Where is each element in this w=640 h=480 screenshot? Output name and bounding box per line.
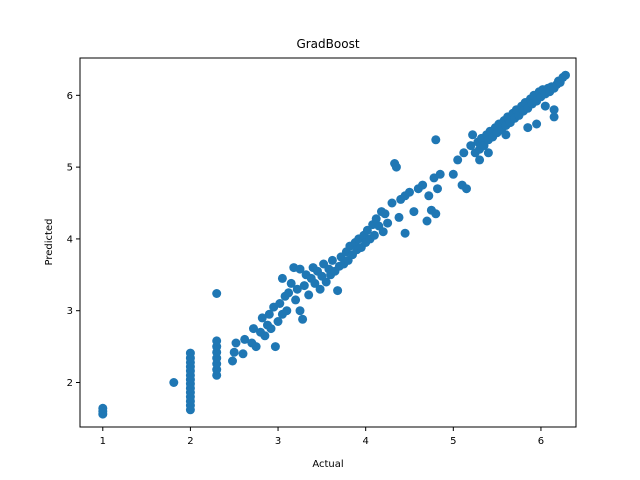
x-axis-label: Actual <box>312 459 343 470</box>
data-point <box>98 403 108 413</box>
data-point <box>292 284 302 294</box>
data-point <box>284 288 294 298</box>
data-point <box>383 218 393 228</box>
data-point <box>333 286 343 296</box>
data-point <box>435 169 445 179</box>
data-point <box>468 130 478 140</box>
plot-frame <box>79 57 577 428</box>
data-point <box>409 207 419 217</box>
data-point <box>405 187 414 197</box>
data-point <box>466 141 476 151</box>
data-point <box>483 148 493 158</box>
data-point <box>212 336 222 346</box>
x-tick-label: 5 <box>450 436 456 447</box>
data-point <box>229 347 239 357</box>
data-point <box>561 70 570 80</box>
data-point <box>249 324 258 334</box>
data-point <box>549 105 559 115</box>
data-point <box>501 130 511 140</box>
chart-title: GradBoost <box>296 37 359 51</box>
data-points <box>98 70 570 419</box>
data-point <box>295 306 305 316</box>
y-axis-label: Predicted <box>44 219 55 266</box>
data-point <box>380 209 390 219</box>
data-point <box>264 309 274 319</box>
data-point <box>275 299 285 308</box>
y-tick-label: 4 <box>67 234 73 245</box>
data-point <box>378 227 388 237</box>
data-point <box>321 277 331 287</box>
data-point <box>266 324 276 334</box>
data-point <box>387 198 397 208</box>
data-point <box>286 278 296 288</box>
data-point <box>371 214 381 224</box>
data-point <box>532 119 542 129</box>
data-point <box>231 338 241 348</box>
y-tick-label: 5 <box>67 163 73 174</box>
data-point <box>238 349 248 359</box>
data-point <box>424 191 434 201</box>
data-point <box>431 209 441 219</box>
data-point <box>315 284 325 294</box>
data-point <box>260 331 270 341</box>
x-tick-label: 3 <box>275 436 281 447</box>
data-point <box>169 378 179 387</box>
x-axis: 1 2 3 4 5 6 <box>100 427 544 447</box>
data-point <box>540 101 550 111</box>
data-point <box>298 314 308 324</box>
data-point <box>212 289 222 298</box>
data-point <box>422 216 432 226</box>
data-point <box>240 334 250 344</box>
data-point <box>282 306 292 316</box>
data-point <box>273 317 283 326</box>
data-point <box>295 264 305 274</box>
data-point <box>453 155 463 165</box>
data-point <box>310 278 320 288</box>
data-point <box>431 135 441 145</box>
y-axis: 2 3 4 5 6 <box>67 91 80 389</box>
data-point <box>400 228 410 238</box>
data-point <box>327 255 337 265</box>
data-point <box>448 169 458 179</box>
x-tick-label: 4 <box>362 436 368 447</box>
data-point <box>549 112 559 122</box>
y-tick-label: 2 <box>67 378 73 389</box>
data-point <box>251 342 261 352</box>
data-point <box>523 123 533 133</box>
data-point <box>257 313 267 323</box>
data-point <box>299 281 309 291</box>
y-tick-label: 3 <box>67 306 73 317</box>
data-point <box>270 342 280 352</box>
data-point <box>291 295 301 305</box>
data-point <box>391 162 401 172</box>
x-tick-label: 2 <box>187 436 193 447</box>
x-tick-label: 6 <box>538 436 544 447</box>
data-point <box>394 212 404 222</box>
data-point <box>277 273 287 283</box>
x-tick-label: 1 <box>100 436 106 447</box>
data-point <box>459 148 469 158</box>
data-point <box>228 356 237 366</box>
data-point <box>185 348 195 358</box>
data-point <box>433 184 442 194</box>
data-point <box>369 230 379 240</box>
data-point <box>362 225 372 235</box>
data-point <box>418 180 428 190</box>
y-tick-label: 6 <box>67 91 73 102</box>
data-point <box>304 290 314 300</box>
data-point <box>475 155 485 165</box>
data-point <box>462 184 471 194</box>
